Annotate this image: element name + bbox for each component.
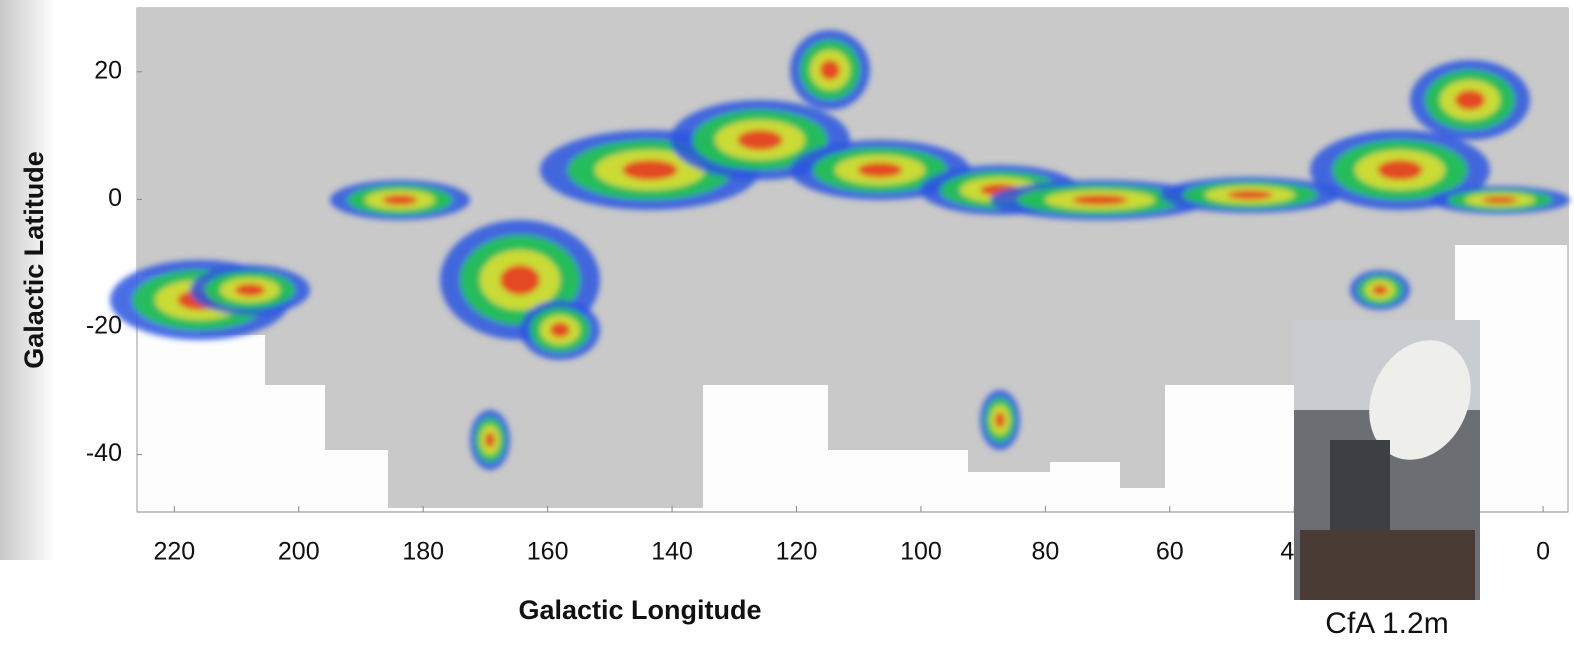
x-tick-label: 220 xyxy=(153,538,195,566)
emission-blob xyxy=(485,433,495,448)
x-tick-label: 200 xyxy=(278,538,320,566)
emission-blob xyxy=(235,284,265,297)
emission-blob xyxy=(623,160,678,180)
inset-photo xyxy=(1294,320,1490,600)
x-tick-label: 60 xyxy=(1156,538,1184,566)
x-tick-label: 160 xyxy=(527,538,569,566)
emission-blob xyxy=(1228,191,1273,200)
emission-blob xyxy=(995,413,1005,428)
inset-caption: CfA 1.2m xyxy=(1325,607,1448,640)
x-tick-label: 120 xyxy=(776,538,818,566)
emission-blob xyxy=(858,163,903,178)
y-axis-label: Galactic Latitude xyxy=(19,151,49,369)
x-tick-label: 180 xyxy=(402,538,444,566)
x-tick-label: 80 xyxy=(1031,538,1059,566)
y-tick-label: -20 xyxy=(86,312,122,340)
emission-blob xyxy=(1378,160,1423,180)
y-tick-label: 0 xyxy=(108,184,122,212)
emission-blob xyxy=(500,265,540,295)
emission-blob xyxy=(1455,90,1485,110)
emission-blob xyxy=(383,195,418,205)
emission-blob xyxy=(550,323,570,338)
x-tick-label: 100 xyxy=(900,538,942,566)
emission-blob xyxy=(1373,285,1388,295)
y-tick-label: -40 xyxy=(86,439,122,467)
figure: Galactic Latitude Galactic Longitude 220… xyxy=(0,0,1575,643)
y-tick-label: 20 xyxy=(94,56,122,84)
x-tick-label: 140 xyxy=(651,538,693,566)
x-tick-label: 0 xyxy=(1536,538,1550,566)
emission-blob xyxy=(1483,197,1518,204)
emission-blob xyxy=(820,60,840,80)
x-axis-label: Galactic Longitude xyxy=(518,595,761,625)
emission-blob xyxy=(738,130,783,150)
emission-blob xyxy=(1073,195,1128,205)
